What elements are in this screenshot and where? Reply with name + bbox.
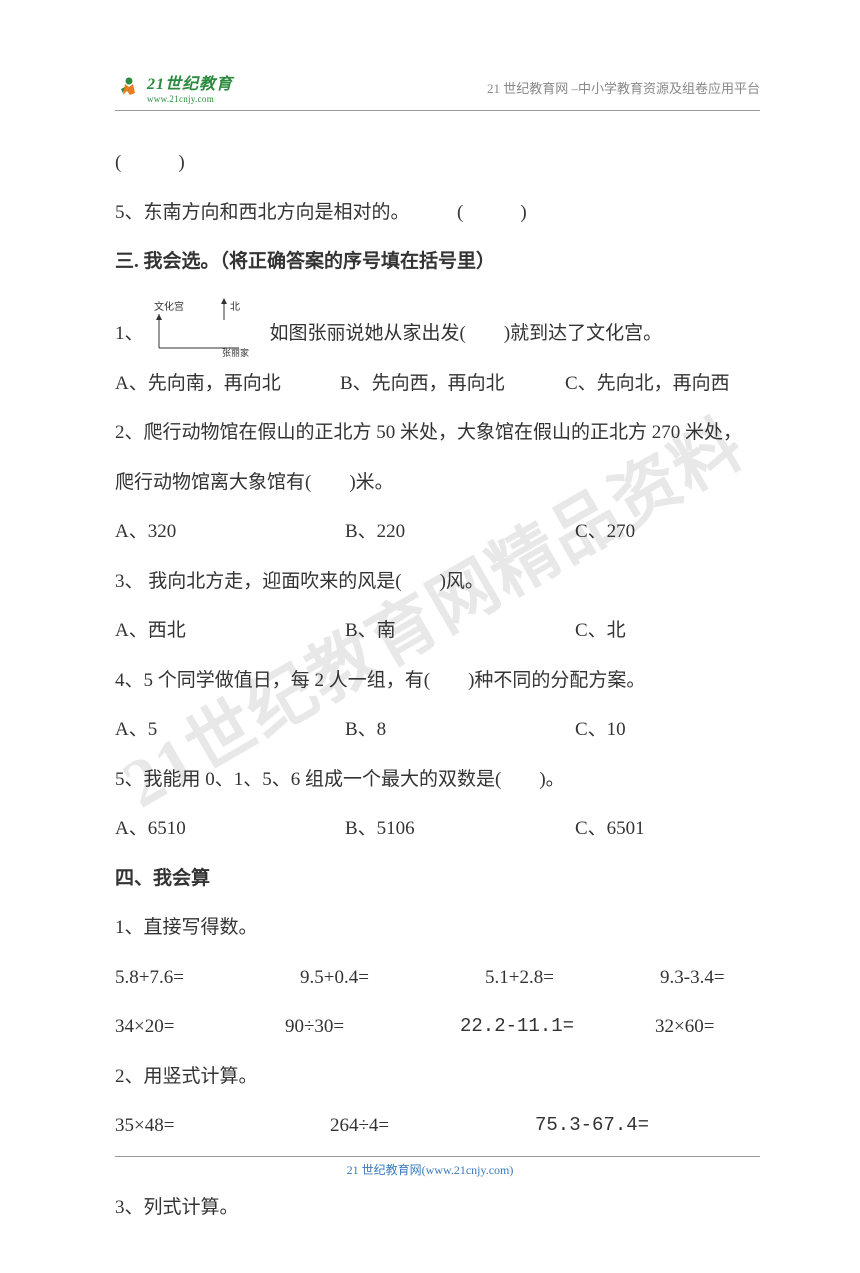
q3-1-opt-c: C、先向北，再向西	[565, 360, 730, 408]
q3-2-opt-c: C、270	[575, 508, 755, 556]
q4-3-title: 3、列式计算。	[115, 1184, 760, 1232]
calc-r1-c3: 5.1+2.8=	[485, 954, 660, 1002]
q3-1-diagram: 文化宫 张丽家 北	[144, 288, 264, 358]
q3-1-options: A、先向南，再向北 B、先向西，再向北 C、先向北，再向西	[115, 360, 760, 408]
calc-r2-c3: 22.2-11.1=	[460, 1003, 655, 1051]
logo-main-text: 21世纪教育	[147, 70, 233, 94]
judge-q5: 5、东南方向和西北方向是相对的。 ( )	[115, 189, 760, 237]
calc-r1-c4: 9.3-3.4=	[660, 954, 725, 1002]
worksheet-body: ( ) 5、东南方向和西北方向是相对的。 ( ) 三. 我会选。（将正确答案的序…	[115, 139, 760, 1231]
header-right-text: 21 世纪教育网 –中小学教育资源及组卷应用平台	[487, 78, 760, 97]
q3-3-options: A、西北 B、南 C、北	[115, 607, 760, 655]
header-divider	[115, 110, 760, 111]
q3-4-opt-b: B、8	[345, 706, 575, 754]
header: 21世纪教育 www.21cnjy.com 21 世纪教育网 –中小学教育资源及…	[115, 70, 760, 104]
q3-2-line2: 爬行动物馆离大象馆有( )米。	[115, 459, 760, 507]
calc-r2-c4: 32×60=	[655, 1003, 714, 1051]
q4-1-row2: 34×20= 90÷30= 22.2-11.1= 32×60=	[115, 1003, 760, 1051]
q3-2-line1: 2、爬行动物馆在假山的正北方 50 米处，大象馆在假山的正北方 270 米处，	[115, 409, 760, 457]
q3-5-opt-b: B、5106	[345, 805, 575, 853]
q4-2-title: 2、用竖式计算。	[115, 1053, 760, 1101]
diagram-label-home: 张丽家	[222, 347, 249, 358]
calc-r1-c1: 5.8+7.6=	[115, 954, 300, 1002]
logo: 21世纪教育 www.21cnjy.com	[115, 70, 233, 104]
q3-1-opt-b: B、先向西，再向北	[340, 360, 565, 408]
q3-1-stem: 如图张丽说她从家出发( )就到达了文化宫。	[270, 310, 663, 358]
diagram-label-north: 北	[230, 301, 240, 313]
spacer	[115, 1152, 760, 1182]
q3-3-opt-b: B、南	[345, 607, 575, 655]
q3-2-opt-b: B、220	[345, 508, 575, 556]
q3-4-opt-a: A、5	[115, 706, 345, 754]
q3-4-stem: 4、5 个同学做值日，每 2 人一组，有( )种不同的分配方案。	[115, 657, 760, 705]
q3-3-opt-c: C、北	[575, 607, 755, 655]
logo-url-text: www.21cnjy.com	[147, 94, 233, 104]
q3-4-options: A、5 B、8 C、10	[115, 706, 760, 754]
calc-r1-c2: 9.5+0.4=	[300, 954, 485, 1002]
q3-2-options: A、320 B、220 C、270	[115, 508, 760, 556]
q3-3-opt-a: A、西北	[115, 607, 345, 655]
diagram-label-culture: 文化宫	[154, 300, 184, 313]
q3-1: 1、 文化宫 张丽家 北 如图张丽说她从家出发( )就到达了文化宫。	[115, 288, 760, 358]
q3-2-opt-a: A、320	[115, 508, 345, 556]
section3-title: 三. 我会选。（将正确答案的序号填在括号里）	[115, 238, 760, 286]
q3-1-opt-a: A、先向南，再向北	[115, 360, 340, 408]
q3-5-opt-a: A、6510	[115, 805, 345, 853]
calc2-c3: 75.3-67.4=	[535, 1102, 649, 1150]
prev-question-tail: ( )	[115, 139, 760, 187]
q4-1-title: 1、直接写得数。	[115, 904, 760, 952]
q3-5-opt-c: C、6501	[575, 805, 755, 853]
page-content: 21世纪教育 www.21cnjy.com 21 世纪教育网 –中小学教育资源及…	[0, 0, 860, 1273]
calc2-c1: 35×48=	[115, 1102, 330, 1150]
calc-r2-c2: 90÷30=	[285, 1003, 460, 1051]
q3-4-opt-c: C、10	[575, 706, 755, 754]
logo-icon	[115, 73, 143, 101]
calc2-c2: 264÷4=	[330, 1102, 535, 1150]
q3-3-stem: 3、 我向北方走，迎面吹来的风是( )风。	[115, 558, 760, 606]
q3-5-stem: 5、我能用 0、1、5、6 组成一个最大的双数是( )。	[115, 756, 760, 804]
section4-title: 四、我会算	[115, 855, 760, 903]
q3-5-options: A、6510 B、5106 C、6501	[115, 805, 760, 853]
q4-2-row: 35×48= 264÷4= 75.3-67.4=	[115, 1102, 760, 1150]
calc-r2-c1: 34×20=	[115, 1003, 285, 1051]
q4-1-row1: 5.8+7.6= 9.5+0.4= 5.1+2.8= 9.3-3.4=	[115, 954, 760, 1002]
